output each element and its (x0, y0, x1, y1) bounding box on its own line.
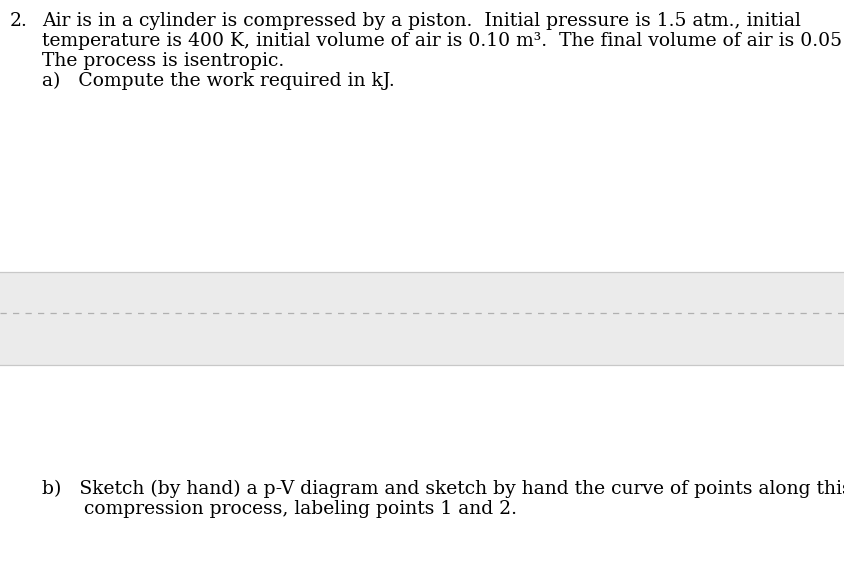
Text: temperature is 400 K, initial volume of air is 0.10 m³.  The final volume of air: temperature is 400 K, initial volume of … (42, 32, 844, 50)
Text: compression process, labeling points 1 and 2.: compression process, labeling points 1 a… (42, 500, 517, 518)
Text: a)   Compute the work required in kJ.: a) Compute the work required in kJ. (42, 72, 394, 90)
Text: b)   Sketch (by hand) a p-V diagram and sketch by hand the curve of points along: b) Sketch (by hand) a p-V diagram and sk… (42, 480, 844, 498)
Text: Air is in a cylinder is compressed by a piston.  Initial pressure is 1.5 atm., i: Air is in a cylinder is compressed by a … (42, 12, 800, 30)
Text: 2.: 2. (10, 12, 28, 30)
Bar (0, 272, 844, 365)
Text: The process is isentropic.: The process is isentropic. (42, 52, 284, 70)
